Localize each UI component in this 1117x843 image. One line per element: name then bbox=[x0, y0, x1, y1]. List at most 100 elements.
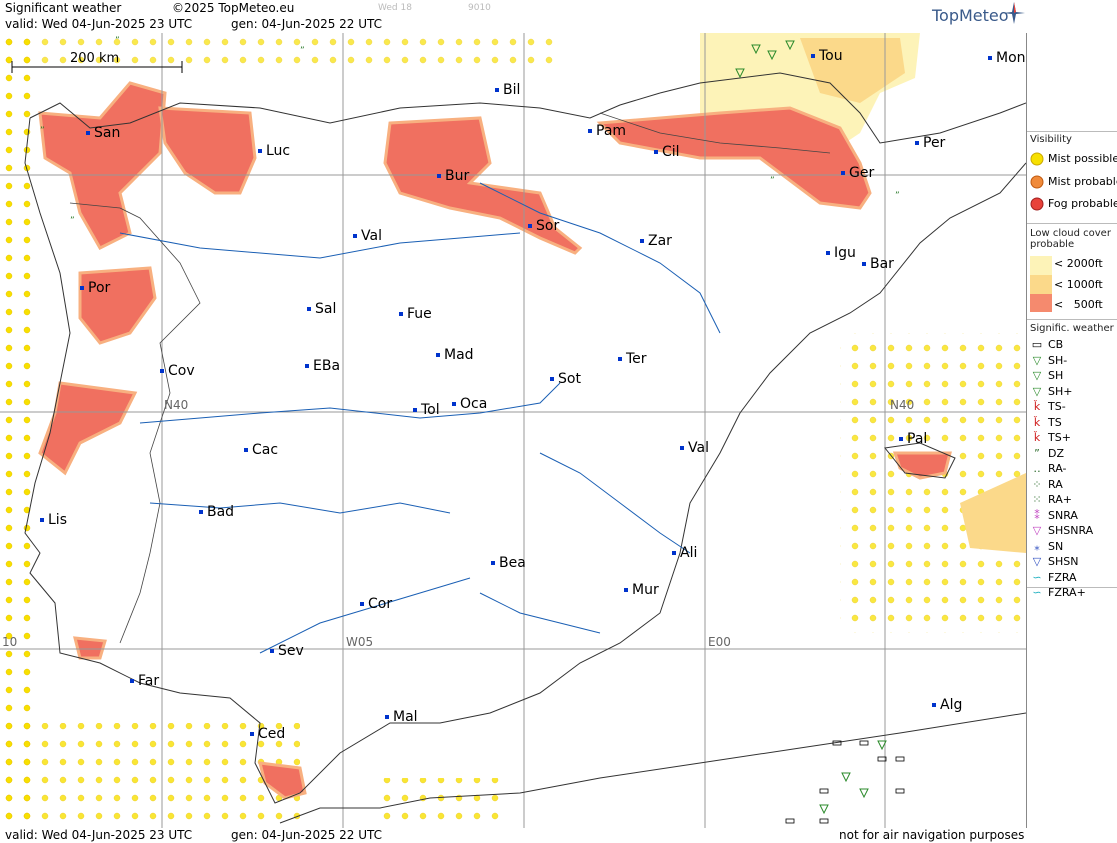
city-marker-icon bbox=[588, 129, 592, 133]
faint-label-1: Wed 18 bbox=[378, 3, 412, 13]
fog-burgos bbox=[383, 116, 583, 255]
city-por: Por bbox=[80, 280, 110, 296]
lowcloud-toulouse-1000 bbox=[800, 38, 905, 103]
city-igu: Igu bbox=[826, 245, 856, 261]
svg-text:”: ” bbox=[40, 126, 45, 136]
city-marker-icon bbox=[385, 715, 389, 719]
city-marker-icon bbox=[640, 239, 644, 243]
weather-map[interactable]: ” ” ” ” ” ” N40 N40 W05 E00 10 200 km San Luc… bbox=[0, 33, 1027, 828]
legend-sigwx-label: SN bbox=[1048, 539, 1064, 553]
city-bad: Bad bbox=[199, 504, 234, 520]
city-name: Alg bbox=[940, 697, 963, 713]
borders bbox=[69, 112, 831, 644]
sigwx-ts-icon: ǩ bbox=[1033, 415, 1041, 429]
footer-disclaimer: not for air navigation purposes bbox=[839, 828, 1025, 842]
legend-sigwx-sn: ⁎ SN bbox=[1030, 539, 1063, 554]
sigwx-snra-icon: ⁑ bbox=[1034, 508, 1040, 522]
city-marker-icon bbox=[353, 234, 357, 238]
legend-sigwx-title: Signific. weather bbox=[1030, 323, 1114, 334]
city-name: Mad bbox=[444, 347, 474, 363]
sigwx-shsn-icon: ▽ bbox=[1032, 555, 1042, 568]
city-alg: Alg bbox=[932, 697, 962, 713]
legend-sigwx-tsplus: ǩ TS+ bbox=[1030, 430, 1071, 445]
header: Significant weather ©2025 TopMeteo.eu va… bbox=[0, 0, 1026, 33]
city-name: Pam bbox=[596, 123, 627, 139]
city-marker-icon bbox=[250, 732, 254, 736]
legend-sigwx-raplus: ⁙ RA+ bbox=[1030, 492, 1072, 507]
city-marker-icon bbox=[862, 262, 866, 266]
city-name: Zar bbox=[648, 233, 672, 249]
legend-sigwx-shminus: ▽ SH- bbox=[1030, 353, 1067, 368]
legend-sigwx-shplus: ▽ SH+ bbox=[1030, 384, 1073, 399]
copyright: ©2025 TopMeteo.eu bbox=[172, 1, 295, 15]
city-oca: Oca bbox=[452, 396, 487, 412]
city-mur: Mur bbox=[624, 582, 659, 598]
fog-coimbra bbox=[38, 381, 138, 476]
fog-algarve bbox=[73, 636, 107, 660]
city-marker-icon bbox=[680, 446, 684, 450]
grid-label-e00: E00 bbox=[708, 635, 731, 649]
grid-label-w05: W05 bbox=[346, 635, 374, 649]
faint-label-2: 9010 bbox=[468, 3, 491, 13]
city-marker-icon bbox=[437, 174, 441, 178]
city-name: Per bbox=[923, 135, 946, 151]
sigwx-ra-icon: ⁘ bbox=[1032, 477, 1042, 491]
legend-sigwx-label: SH- bbox=[1048, 353, 1068, 367]
legend-sigwx-label: RA- bbox=[1048, 462, 1067, 475]
city-marker-icon bbox=[915, 141, 919, 145]
city-marker-icon bbox=[160, 369, 164, 373]
city-mad: Mad bbox=[436, 347, 474, 363]
legend-sigwx-cb: ▭ CB bbox=[1030, 337, 1063, 352]
legend-sigwx-dz: ” DZ bbox=[1030, 446, 1064, 461]
legend-sigwx-raminus: ‥ RA- bbox=[1030, 461, 1066, 476]
city-name: Bil bbox=[503, 82, 521, 98]
sigwx-sn-icon: ⁎ bbox=[1034, 539, 1040, 553]
city-luc: Luc bbox=[258, 143, 290, 159]
city-name: Sev bbox=[278, 643, 304, 659]
legend-lowcloud-2000: < 2000ft bbox=[1054, 257, 1103, 270]
city-marker-icon bbox=[40, 518, 44, 522]
fog-pyrenees bbox=[596, 106, 872, 210]
sigwx-fzra+-icon: ∽ bbox=[1032, 586, 1042, 599]
city-name: Luc bbox=[266, 143, 291, 159]
city-ali: Ali bbox=[672, 545, 697, 561]
product-title: Significant weather bbox=[5, 1, 122, 15]
city-ger: Ger bbox=[841, 165, 874, 181]
grid-label-w10: 10 bbox=[2, 635, 18, 649]
city-pam: Pam bbox=[588, 123, 626, 139]
legend-sigwx-label: SHSN bbox=[1048, 555, 1079, 568]
scale-bar bbox=[11, 61, 183, 73]
sigwx-dz-icon: ” bbox=[1034, 446, 1040, 460]
shower-symbols bbox=[735, 40, 887, 815]
city-name: Ced bbox=[258, 726, 286, 742]
sigwx-fzra-icon: ∽ bbox=[1032, 570, 1042, 584]
city-sot: Sot bbox=[550, 371, 581, 387]
sigwx-sh-icon: ▽ bbox=[1032, 369, 1042, 382]
footer-generated-time: gen: 04-Jun-2025 22 UTC bbox=[231, 828, 383, 842]
legend-mist-possible-label: Mist possible bbox=[1048, 152, 1117, 165]
legend-sigwx-label: SH bbox=[1048, 369, 1064, 382]
map-canvas: ” ” ” ” ” ” bbox=[0, 33, 1026, 828]
city-marker-icon bbox=[270, 649, 274, 653]
scale-label: 200 km bbox=[70, 51, 120, 66]
legend-mist-possible: Mist possible bbox=[1030, 151, 1117, 166]
city-marker-icon bbox=[199, 510, 203, 514]
city-marker-icon bbox=[624, 588, 628, 592]
city-name: Por bbox=[88, 280, 111, 296]
fog-galicia bbox=[38, 81, 167, 250]
city-name: Mur bbox=[632, 582, 659, 598]
city-bar: Bar bbox=[862, 256, 894, 272]
compass-logo-icon bbox=[1003, 2, 1025, 24]
city-marker-icon bbox=[550, 377, 554, 381]
legend-sigwx-label: TS+ bbox=[1048, 431, 1071, 444]
city-name: Ter bbox=[626, 351, 647, 367]
city-name: Cor bbox=[368, 596, 393, 612]
city-cor: Cor bbox=[360, 596, 392, 612]
legend-sigwx-tsminus: ǩ TS- bbox=[1030, 399, 1066, 414]
city-marker-icon bbox=[672, 551, 676, 555]
legend-visibility-section: Visibility Mist possible Mist probable F… bbox=[1027, 131, 1117, 210]
legend-lowcloud-title-1: Low cloud cover bbox=[1030, 228, 1111, 239]
valid-time: valid: Wed 04-Jun-2025 23 UTC bbox=[5, 17, 193, 31]
footer: valid: Wed 04-Jun-2025 23 UTC gen: 04-Ju… bbox=[0, 828, 1026, 843]
legend-lowcloud-title-2: probable bbox=[1030, 239, 1075, 250]
